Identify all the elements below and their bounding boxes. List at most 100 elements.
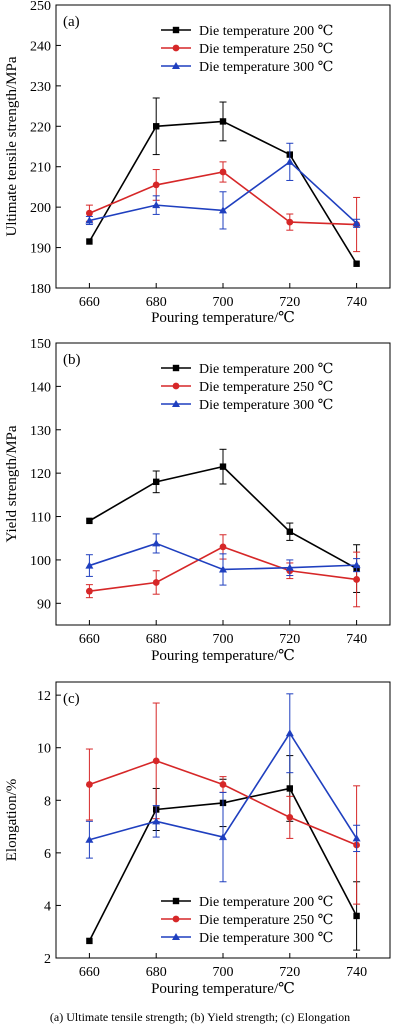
data-point bbox=[286, 218, 294, 226]
legend-label: Die temperature 300 ℃ bbox=[199, 60, 333, 75]
data-point bbox=[352, 834, 361, 842]
data-point bbox=[285, 563, 294, 571]
y-tick-label: 140 bbox=[30, 380, 51, 395]
chart-panel-c: 2 4 6 8 10 12 660 680 700 720 740 Pouring temperatu… bbox=[4, 681, 391, 997]
legend-label: Die temperature 200 ℃ bbox=[199, 362, 333, 377]
y-tick-label: 210 bbox=[30, 161, 51, 176]
data-point bbox=[86, 517, 93, 525]
data-point bbox=[219, 565, 227, 573]
x-tick-label: 700 bbox=[213, 632, 234, 647]
y-tick-label: 240 bbox=[30, 39, 51, 54]
y-tick-label: 8 bbox=[44, 794, 51, 809]
data-point bbox=[219, 781, 227, 788]
data-point bbox=[152, 757, 160, 765]
legend-marker bbox=[172, 62, 180, 69]
data-point bbox=[286, 785, 293, 792]
x-tick-label: 660 bbox=[79, 632, 100, 647]
legend-marker bbox=[172, 897, 180, 905]
data-point bbox=[219, 463, 227, 470]
x-axis-label: Pouring temperature/℃ bbox=[151, 648, 295, 664]
y-tick-label: 2 bbox=[44, 952, 51, 967]
y-tick-label: 4 bbox=[44, 899, 51, 914]
legend-label: Die temperature 250 ℃ bbox=[199, 42, 333, 57]
y-axis-label: Elongation/% bbox=[4, 779, 20, 862]
legend-marker bbox=[172, 915, 180, 923]
data-point bbox=[353, 912, 360, 920]
chart-panel-b: 90 100 110 120 130 140 150 660 680 700 720 740 Pouri… bbox=[4, 337, 391, 664]
data-point bbox=[85, 835, 94, 843]
legend-marker bbox=[172, 400, 180, 407]
data-point bbox=[219, 168, 227, 176]
x-tick-label: 720 bbox=[279, 965, 300, 980]
legend-marker bbox=[172, 364, 180, 372]
legend-label: Die temperature 250 ℃ bbox=[199, 913, 333, 928]
data-point bbox=[85, 561, 94, 569]
data-point bbox=[152, 181, 160, 189]
data-point bbox=[86, 781, 93, 788]
data-point bbox=[219, 833, 227, 841]
y-axis-label: Ultimate tensile strength/MPa bbox=[4, 56, 20, 236]
data-point bbox=[219, 206, 227, 214]
legend-label: Die temperature 300 ℃ bbox=[199, 398, 333, 413]
legend-label: Die temperature 200 ℃ bbox=[199, 895, 333, 910]
legend-label: Die temperature 200 ℃ bbox=[199, 24, 333, 39]
y-tick-label: 190 bbox=[30, 242, 51, 257]
data-point bbox=[152, 539, 161, 547]
panel-label: (b) bbox=[63, 352, 81, 368]
data-point bbox=[86, 937, 93, 945]
chart-panel-a: 180 190 200 210 220 230 240 250 660 680 700 720 740 P… bbox=[4, 0, 391, 326]
data-point bbox=[352, 219, 361, 227]
data-point bbox=[86, 209, 93, 217]
y-tick-label: 12 bbox=[37, 689, 51, 704]
y-tick-label: 6 bbox=[44, 847, 51, 862]
x-tick-label: 700 bbox=[213, 965, 234, 980]
data-point bbox=[86, 587, 93, 595]
x-tick-label: 680 bbox=[146, 965, 167, 980]
y-tick-label: 90 bbox=[37, 597, 51, 612]
x-tick-label: 720 bbox=[279, 632, 300, 647]
data-point bbox=[152, 817, 161, 825]
legend-marker bbox=[172, 26, 180, 34]
data-point bbox=[219, 118, 227, 125]
x-tick-label: 740 bbox=[346, 632, 367, 647]
y-tick-label: 200 bbox=[30, 201, 51, 216]
data-point bbox=[285, 157, 294, 165]
data-point bbox=[352, 561, 361, 569]
x-tick-label: 740 bbox=[346, 965, 367, 980]
y-tick-label: 180 bbox=[30, 282, 51, 297]
data-point bbox=[353, 260, 360, 267]
y-tick-label: 250 bbox=[30, 0, 51, 14]
legend-label: Die temperature 250 ℃ bbox=[199, 380, 333, 395]
x-tick-label: 660 bbox=[79, 295, 100, 310]
legend-label: Die temperature 300 ℃ bbox=[199, 931, 333, 946]
data-point bbox=[353, 576, 360, 583]
panel-label: (c) bbox=[63, 691, 80, 707]
y-tick-label: 230 bbox=[30, 80, 51, 95]
panel-label: (a) bbox=[63, 14, 80, 30]
x-tick-label: 660 bbox=[79, 965, 100, 980]
data-point bbox=[219, 543, 227, 551]
y-tick-label: 220 bbox=[30, 120, 51, 135]
legend-marker bbox=[172, 382, 180, 390]
x-axis-label: Pouring temperature/℃ bbox=[151, 310, 295, 326]
data-point bbox=[153, 123, 160, 130]
legend-marker bbox=[172, 44, 180, 52]
data-point bbox=[286, 813, 294, 821]
data-point bbox=[286, 528, 293, 535]
x-tick-label: 720 bbox=[279, 295, 300, 310]
x-axis-label: Pouring temperature/℃ bbox=[151, 981, 295, 997]
data-point bbox=[86, 238, 93, 245]
x-tick-label: 680 bbox=[146, 295, 167, 310]
y-tick-label: 10 bbox=[37, 742, 51, 757]
data-point bbox=[85, 216, 94, 224]
figure-caption: (a) Ultimate tensile strength; (b) Yield… bbox=[49, 1010, 351, 1024]
y-axis-label: Yield strength/MPa bbox=[4, 425, 20, 542]
y-tick-label: 110 bbox=[31, 511, 51, 526]
x-tick-label: 680 bbox=[146, 632, 167, 647]
x-tick-label: 700 bbox=[213, 295, 234, 310]
data-point bbox=[285, 729, 294, 737]
x-tick-label: 740 bbox=[346, 295, 367, 310]
y-tick-label: 120 bbox=[30, 467, 51, 482]
y-tick-label: 150 bbox=[30, 337, 51, 352]
